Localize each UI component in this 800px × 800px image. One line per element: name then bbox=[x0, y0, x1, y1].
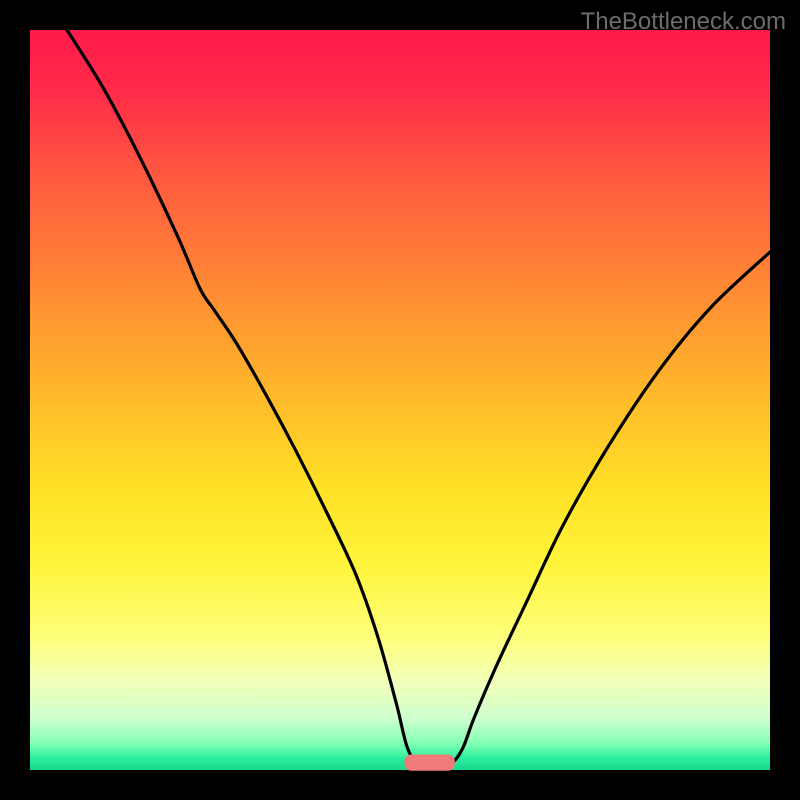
watermark-text: TheBottleneck.com bbox=[581, 8, 786, 36]
figure-container: TheBottleneck.com bbox=[0, 0, 800, 800]
bottleneck-chart bbox=[0, 0, 800, 800]
optimal-marker bbox=[404, 754, 454, 770]
gradient-background bbox=[30, 30, 770, 770]
